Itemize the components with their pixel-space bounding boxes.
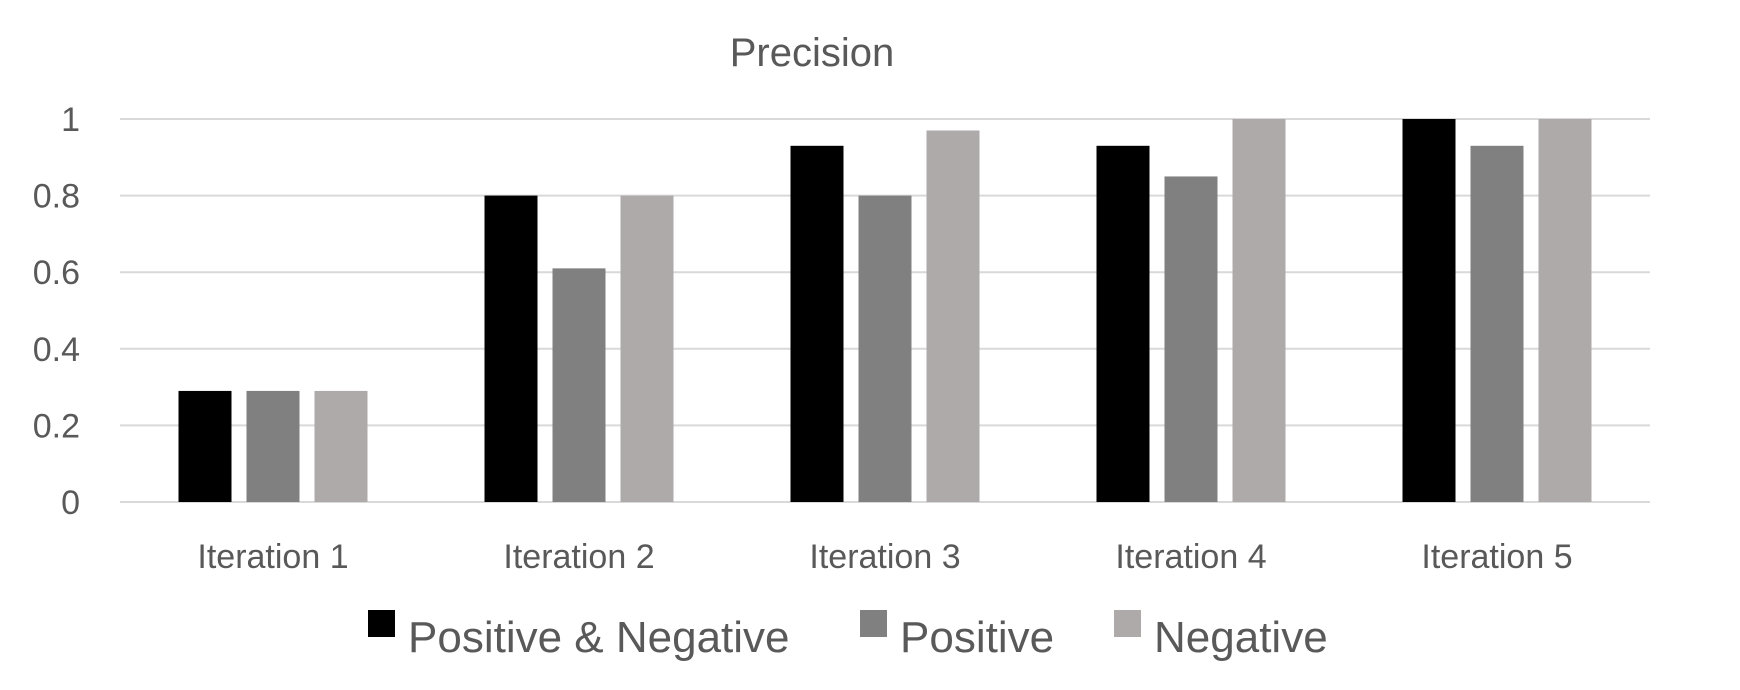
y-axis-ticks: 0 0.2 0.4 0.6 0.8 1 [33,101,80,522]
bar [1164,176,1218,502]
y-tick-label: 1 [61,101,80,139]
bar [1232,119,1286,502]
legend-swatch [368,610,395,637]
legend: Positive & Negative Positive Negative [368,610,1328,662]
legend-label: Positive & Negative [408,613,790,662]
bar [178,390,232,502]
y-tick-label: 0.2 [33,407,80,445]
y-tick-label: 0 [61,484,80,522]
bar [1402,119,1456,502]
x-category-label: Iteration 3 [809,538,960,576]
y-tick-label: 0.6 [33,254,80,292]
x-category-label: Iteration 2 [503,538,654,576]
legend-swatch [860,610,887,637]
bar [484,195,538,502]
legend-label: Negative [1154,613,1328,662]
bar [1096,145,1150,502]
bar [790,145,844,502]
y-tick-label: 0.4 [33,331,80,369]
bar [858,195,912,502]
bar [314,390,368,502]
x-axis-categories: Iteration 1 Iteration 2 Iteration 3 Iterati… [197,538,1572,576]
bar [1538,119,1592,502]
bars [178,119,1592,503]
legend-swatch [1114,610,1141,637]
x-category-label: Iteration 5 [1421,538,1572,576]
bar [926,130,980,503]
bar [246,390,300,502]
bar [620,195,674,502]
y-tick-label: 0.8 [33,178,80,216]
chart-title: Precision [730,31,895,75]
x-category-label: Iteration 4 [1115,538,1266,576]
bar [552,268,606,502]
bar [1470,145,1524,502]
legend-label: Positive [900,613,1054,662]
x-category-label: Iteration 1 [197,538,348,576]
